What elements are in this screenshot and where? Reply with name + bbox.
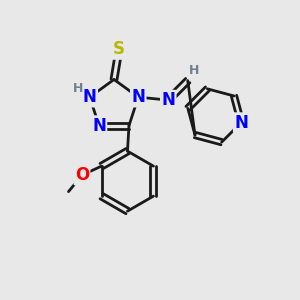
Text: S: S [112,40,124,58]
Text: N: N [83,88,97,106]
Text: N: N [161,91,175,109]
Text: O: O [75,166,89,184]
Text: H: H [73,82,83,95]
Text: N: N [234,114,248,132]
Text: H: H [189,64,199,76]
Text: N: N [92,117,106,135]
Text: N: N [131,88,145,106]
